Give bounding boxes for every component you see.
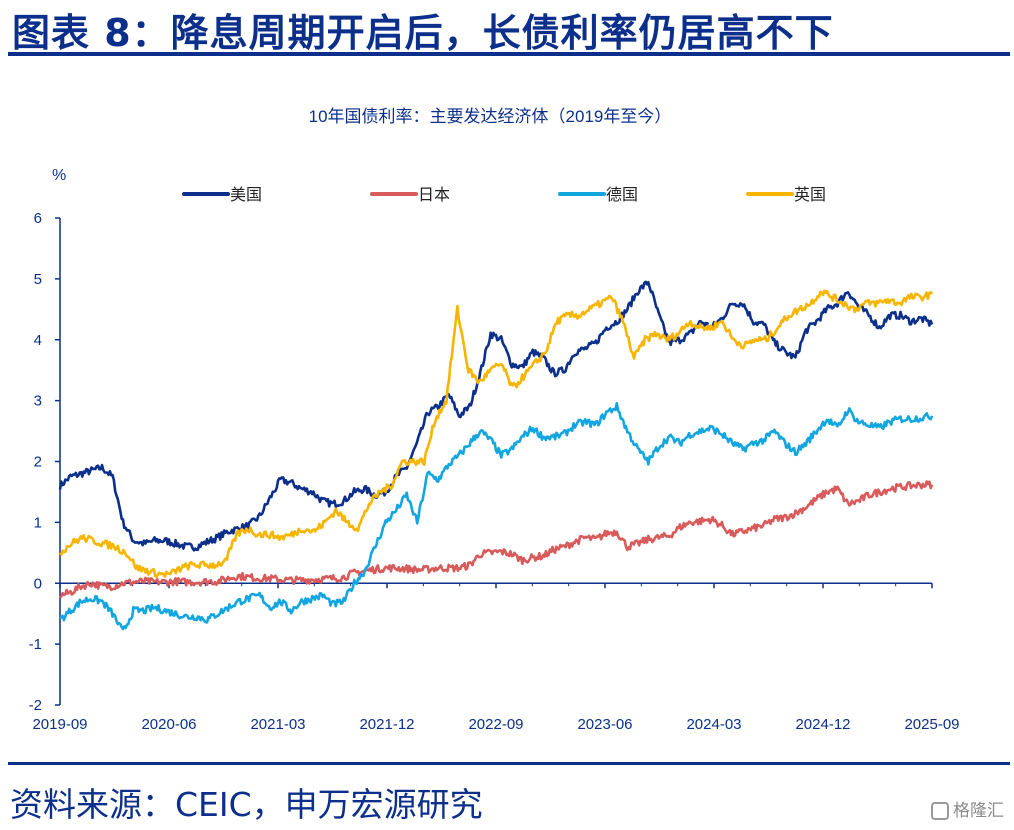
x-tick-label: 2024-12 xyxy=(795,716,850,733)
y-tick-label: 4 xyxy=(34,332,42,349)
x-tick-label: 2023-06 xyxy=(577,716,632,733)
series-line-3 xyxy=(59,402,934,631)
x-tick-label: 2019-09 xyxy=(32,716,87,733)
y-tick-label: 6 xyxy=(34,210,42,227)
source-note: 资料来源：CEIC，申万宏源研究 xyxy=(10,785,483,824)
legend-label: 美国 xyxy=(230,186,262,204)
y-tick-label: 3 xyxy=(34,393,42,410)
y-tick-label: -1 xyxy=(29,636,42,653)
series-layer xyxy=(58,280,934,631)
header: 图表 8：降息周期开启后，长债利率仍居高不下 xyxy=(0,0,1014,60)
x-tick-label: 2024-03 xyxy=(686,716,741,733)
y-axis-unit-label: % xyxy=(52,167,66,184)
chart-axes: -2 -1 0 1 2 3 4 5 6 2019-09 2020-06 2021-03 2021-12 2… xyxy=(29,210,960,733)
y-tick-label: -2 xyxy=(29,697,42,714)
legend-label: 日本 xyxy=(418,186,450,204)
legend-label: 德国 xyxy=(606,186,638,204)
x-tick-label: 2021-03 xyxy=(250,716,305,733)
watermark: 格隆汇 xyxy=(931,796,1004,821)
page-title: 图表 8：降息周期开启后，长债利率仍居高不下 xyxy=(12,11,834,55)
footer-divider xyxy=(8,762,1010,765)
legend-label: 英国 xyxy=(794,186,826,204)
series-line-1 xyxy=(58,280,934,552)
watermark-icon xyxy=(931,802,949,820)
chart-legend: 美国 日本 德国 英国 xyxy=(182,186,826,204)
series-line-2 xyxy=(58,480,934,599)
line-chart: 10年国债利率：主要发达经济体（2019年至今） % 美国 日本 德国 英国 -2 -1… xyxy=(29,107,960,733)
x-tick-label: 2021-12 xyxy=(359,716,414,733)
watermark-text: 格隆汇 xyxy=(953,801,1004,821)
series-line-4 xyxy=(58,289,934,579)
y-tick-label: 2 xyxy=(34,454,42,471)
chart-title: 10年国债利率：主要发达经济体（2019年至今） xyxy=(309,107,672,126)
x-tick-label: 2025-09 xyxy=(904,716,959,733)
header-divider xyxy=(8,52,1010,56)
y-tick-label: 1 xyxy=(34,514,42,531)
x-tick-label: 2020-06 xyxy=(141,716,196,733)
x-tick-label: 2022-09 xyxy=(468,716,523,733)
y-tick-label: 5 xyxy=(34,271,42,288)
y-tick-label: 0 xyxy=(34,575,42,592)
